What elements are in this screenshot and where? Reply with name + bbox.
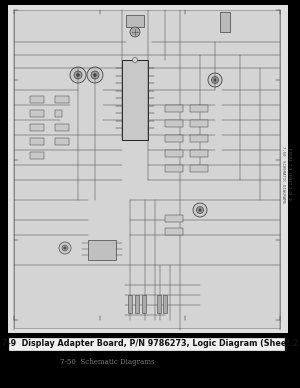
Circle shape [130,27,140,37]
Bar [190,120,208,127]
Circle shape [196,206,203,213]
Bar [55,124,69,131]
Circle shape [74,71,82,79]
Bar [135,295,139,313]
Circle shape [64,247,66,249]
Bar [165,135,183,142]
Text: FIGURE 7-9 (SHEET 2 OF 3): FIGURE 7-9 (SHEET 2 OF 3) [287,149,291,201]
Bar [30,124,44,131]
Bar [30,110,44,117]
Bar [163,295,167,313]
Circle shape [212,76,218,83]
Bar [88,240,116,260]
Bar [55,96,69,103]
Circle shape [214,79,216,81]
Bar [165,150,183,157]
Circle shape [208,73,222,87]
Bar [126,15,144,27]
Bar [165,215,183,222]
Bar [157,295,161,313]
Bar [30,96,44,103]
Bar [220,12,230,32]
Circle shape [76,73,80,76]
Circle shape [133,57,137,62]
Bar [14,10,280,328]
Circle shape [91,71,99,79]
Bar [30,138,44,145]
Bar [190,150,208,157]
Bar [190,105,208,112]
Bar [165,105,183,112]
Bar [142,295,146,313]
Bar [165,228,183,235]
Circle shape [193,203,207,217]
Bar [122,60,148,140]
Bar [55,110,62,117]
Bar [190,165,208,172]
Bar [30,152,44,159]
Bar [8,337,285,351]
Bar [55,138,69,145]
Text: Figure 7-9  Display Adapter Board, P/N 9786273, Logic Diagram (Sheet 2 of 3): Figure 7-9 Display Adapter Board, P/N 97… [0,340,300,348]
Bar [128,295,132,313]
Text: 7-50  Schematic Diagrams: 7-50 Schematic Diagrams [60,358,154,366]
Bar [165,165,183,172]
Circle shape [94,73,97,76]
Bar [190,135,208,142]
Circle shape [199,209,201,211]
Bar [165,120,183,127]
Circle shape [70,67,86,83]
Text: 7-50  SCHEMATIC DIAGRAMS: 7-50 SCHEMATIC DIAGRAMS [281,147,285,203]
Circle shape [59,242,71,254]
Bar [8,5,288,333]
Circle shape [62,245,68,251]
Circle shape [87,67,103,83]
